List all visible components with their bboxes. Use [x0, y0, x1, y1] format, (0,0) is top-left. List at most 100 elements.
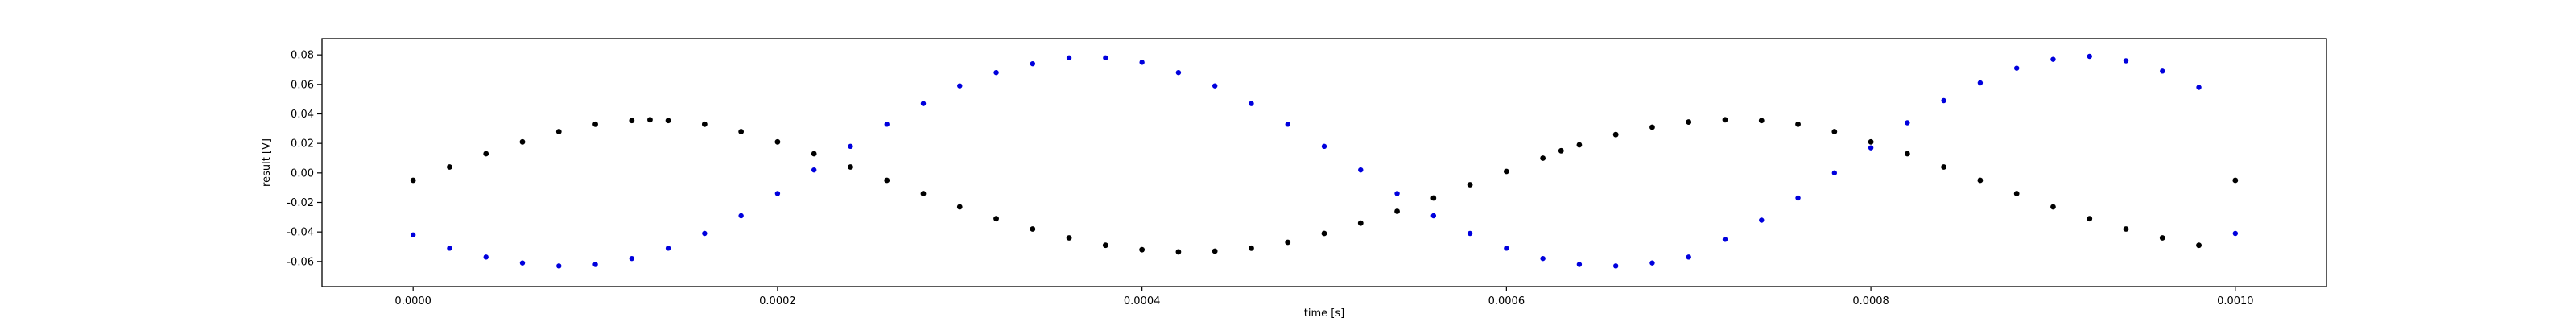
series-1-point — [1321, 143, 1327, 150]
series-0-point — [1904, 151, 1910, 157]
series-1-point — [556, 263, 562, 269]
series-0-point — [1212, 248, 1218, 254]
series-0 — [410, 117, 2239, 255]
series-0-point — [1558, 147, 1564, 154]
series-1-point — [1285, 122, 1290, 127]
series-0-point — [1612, 131, 1619, 138]
y-axis-label: result [V] — [261, 138, 273, 187]
series-1-point — [629, 255, 635, 262]
x-axis-label: time [s] — [1304, 307, 1344, 320]
series-1-point — [1212, 83, 1218, 89]
series-1-point — [2050, 56, 2056, 62]
series-1-point — [1504, 246, 1509, 251]
y-tick-label: 0.04 — [291, 109, 314, 121]
series-1-point — [774, 191, 781, 196]
y-tick-label: -0.06 — [287, 256, 314, 268]
series-1-point — [1759, 217, 1765, 223]
series-1-point — [2196, 85, 2202, 90]
x-tick-label: 0.0000 — [394, 295, 431, 307]
series-0-point — [1430, 195, 1437, 201]
series-0-point — [647, 117, 653, 123]
series-0-point — [993, 216, 999, 222]
series-0-point — [1540, 155, 1546, 161]
series-0-point — [2196, 242, 2202, 249]
x-tick-label: 0.0010 — [2217, 295, 2254, 307]
series-0-point — [1139, 246, 1146, 253]
series-1-point — [2160, 68, 2165, 74]
series-0-point — [956, 204, 963, 210]
series-0-point — [1030, 226, 1036, 232]
series-0-point — [2050, 204, 2056, 210]
series-0-point — [1503, 168, 1509, 175]
series-1-point — [447, 246, 452, 251]
x-tick-label: 0.0002 — [759, 295, 796, 307]
series-1-point — [483, 254, 489, 260]
series-1-point — [848, 143, 853, 150]
series-0-point — [884, 177, 890, 184]
series-0-point — [1467, 182, 1473, 188]
x-tick-label: 0.0008 — [1852, 295, 1889, 307]
series-0-point — [592, 121, 598, 127]
x-tick-label: 0.0006 — [1488, 295, 1525, 307]
series-0-point — [1102, 242, 1108, 249]
series-0-point — [665, 118, 671, 124]
series-0-point — [483, 151, 489, 157]
series-1-point — [665, 246, 671, 251]
series-0-point — [1941, 164, 1947, 170]
series-0-point — [2013, 191, 2020, 196]
y-tick-label: -0.04 — [287, 227, 314, 239]
series-layer — [410, 53, 2239, 269]
series-1-point — [1612, 263, 1619, 269]
series-1-point — [1467, 230, 1473, 237]
series-0-point — [2232, 177, 2239, 184]
series-0-point — [1249, 245, 1254, 251]
series-1-point — [702, 230, 708, 237]
plot-background — [322, 39, 2326, 287]
series-1-point — [1540, 255, 1546, 262]
series-1-point — [811, 167, 817, 173]
series-1-point — [1175, 69, 1182, 76]
series-0-point — [1686, 119, 1692, 125]
series-0-point — [811, 151, 817, 157]
series-0-point — [848, 164, 853, 170]
series-1-point — [2013, 65, 2020, 71]
series-0-point — [410, 177, 416, 184]
y-axis: -0.06 -0.04 -0.02 0.00 0.02 0.04 0.06 0.08 — [287, 50, 322, 268]
series-0-point — [1285, 239, 1291, 246]
series-1-point — [592, 262, 598, 267]
series-1-point — [1249, 101, 1254, 106]
series-1-point — [1430, 213, 1437, 219]
series-0-point — [1357, 220, 1364, 226]
series-0-point — [1175, 249, 1182, 255]
x-axis: 0.0000 0.0002 0.0004 0.0006 0.0008 0.0010 — [394, 287, 2254, 307]
series-1-point — [2087, 53, 2092, 60]
series-1-point — [1686, 254, 1691, 260]
series-0-point — [2159, 235, 2165, 241]
series-0-point — [1722, 117, 1728, 123]
series-1-point — [2232, 230, 2239, 237]
series-1-point — [1576, 262, 1583, 267]
series-1-point — [1394, 191, 1400, 196]
y-tick-label: 0.08 — [291, 50, 314, 62]
x-tick-label: 0.0004 — [1124, 295, 1161, 307]
series-1-point — [993, 69, 999, 76]
series-0-point — [447, 164, 452, 170]
series-1-point — [738, 213, 744, 219]
series-1-point — [1941, 97, 1946, 104]
y-tick-label: 0.06 — [291, 79, 314, 91]
series-1-point — [1649, 260, 1655, 266]
series-1-point — [1066, 55, 1072, 61]
series-1-point — [1103, 55, 1108, 61]
series-0-point — [1758, 118, 1765, 124]
series-0-point — [2087, 216, 2093, 222]
series-0-point — [2123, 226, 2129, 232]
series-1-point — [1722, 237, 1728, 242]
series-1-point — [410, 232, 416, 238]
series-0-point — [701, 121, 708, 127]
series-1-point — [519, 260, 526, 266]
series-0-point — [774, 138, 781, 145]
plot-frame — [321, 38, 2327, 287]
series-0-point — [1066, 235, 1072, 241]
